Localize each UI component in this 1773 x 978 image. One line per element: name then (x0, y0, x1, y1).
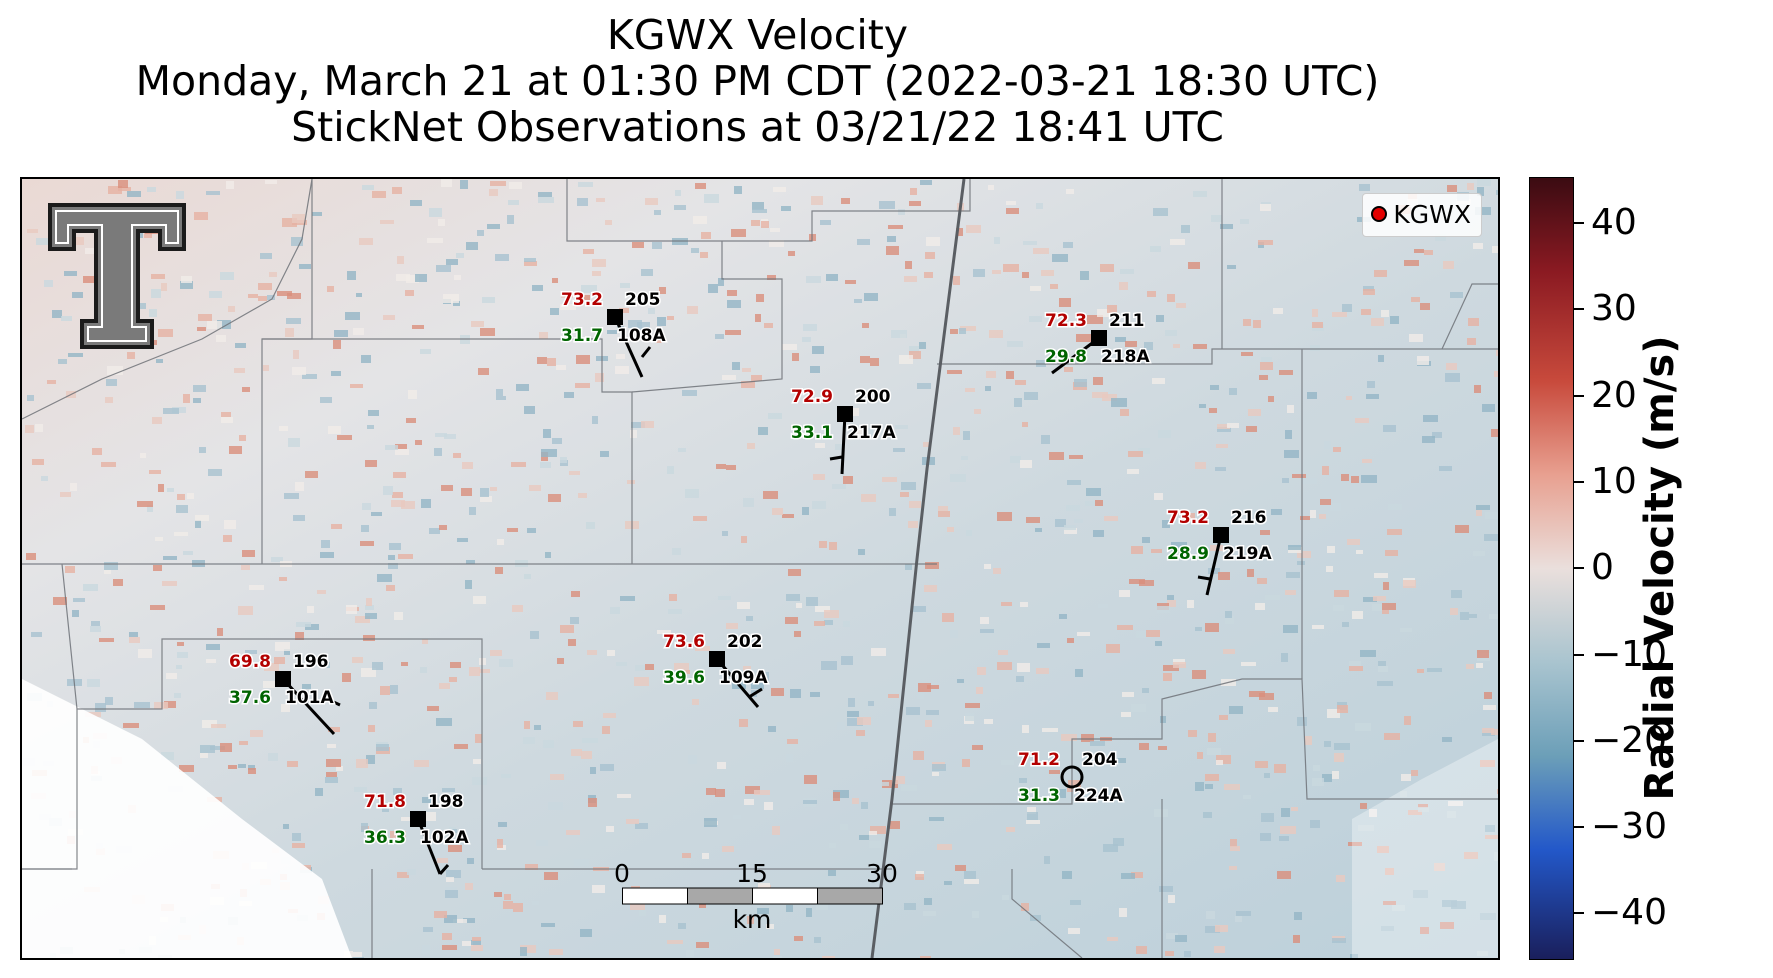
colorbar-tick-mark (1574, 826, 1584, 829)
station-marker[interactable] (607, 309, 623, 325)
station-probe-id: 218A (1101, 347, 1150, 367)
wind-barb (829, 413, 847, 475)
colorbar-title: Radial Velocity (m/s) (1637, 335, 1683, 801)
station-temperature: 73.6 (663, 632, 705, 652)
title-datetime: Monday, March 21 at 01:30 PM CDT (2022-0… (135, 57, 1380, 105)
station-temperature: 71.8 (364, 792, 406, 812)
no-data-region-edge (1352, 739, 1498, 958)
colorbar-tick-mark (1574, 912, 1584, 915)
map-legend: KGWX (1362, 193, 1482, 237)
scale-label-0: 0 (614, 859, 630, 888)
state-border (870, 179, 966, 958)
colorbar-tick-mark (1574, 222, 1584, 224)
colorbar-tick-label: −30 (1591, 806, 1667, 848)
station-temperature: 71.2 (1018, 750, 1060, 770)
colorbar-tick-label: 40 (1591, 202, 1637, 243)
colorbar-tick-label: −20 (1591, 719, 1667, 761)
station-temperature: 73.2 (1167, 508, 1209, 528)
colorbar-tick-label: −40 (1591, 892, 1667, 934)
colorbar-tick-label: 10 (1591, 460, 1637, 502)
station-id: 200 (855, 387, 891, 407)
station-id: 205 (625, 290, 661, 310)
colorbar-tick-label: 30 (1591, 288, 1637, 330)
station-probe-id: 109A (719, 668, 768, 688)
station-probe-id: 224A (1074, 786, 1123, 806)
station-dewpoint: 31.7 (561, 326, 603, 346)
scale-bar: 0 15 30 km (614, 859, 922, 939)
station-dewpoint: 33.1 (791, 423, 833, 443)
station-marker[interactable] (275, 671, 291, 687)
texas-tech-logo-icon (48, 203, 186, 349)
station-marker[interactable] (837, 406, 853, 422)
station-id: 216 (1231, 508, 1267, 528)
title-radar: KGWX Velocity (606, 11, 909, 59)
station-temperature: 73.2 (561, 290, 603, 310)
title-sticknet: StickNet Observations at 03/21/22 18:41 … (291, 103, 1224, 151)
station-dewpoint: 29.8 (1045, 347, 1087, 367)
station-dewpoint: 28.9 (1167, 544, 1209, 564)
station-layer: 73.2 205 31.7 108A 72.3 211 29.8 218A 72.9 200 33.… (228, 289, 1274, 875)
scale-label-15: 15 (736, 859, 768, 888)
station-temperature: 72.9 (791, 387, 833, 407)
colorbar-tick-mark (1574, 308, 1584, 311)
station-dewpoint: 37.6 (229, 688, 271, 708)
station-marker[interactable] (1213, 527, 1229, 543)
station-id: 204 (1082, 750, 1118, 770)
station-id: 198 (428, 792, 464, 812)
colorbar-tick-mark (1574, 480, 1584, 483)
colorbar-tick-mark (1574, 653, 1584, 656)
figure-title: KGWX Velocity Monday, March 21 at 01:30 … (0, 12, 1515, 150)
wind-barb (416, 818, 450, 875)
colorbar-tick-label: −10 (1591, 633, 1667, 675)
county-borders (22, 179, 1498, 958)
radar-map[interactable]: 73.2 205 31.7 108A 72.3 211 29.8 218A 72.9 200 33.… (20, 177, 1500, 960)
wind-barb (613, 316, 652, 378)
wind-barb (281, 677, 341, 736)
station-dewpoint: 39.6 (663, 668, 705, 688)
velocity-field (22, 179, 1498, 958)
colorbar-tick-label: 0 (1591, 547, 1614, 589)
calm-wind-marker[interactable] (1060, 765, 1084, 789)
station-probe-id: 102A (420, 828, 469, 848)
station-marker[interactable] (410, 811, 426, 827)
station-probe-id: 217A (847, 423, 896, 443)
radar-site-marker-icon (1371, 206, 1388, 222)
scale-unit: km (732, 905, 772, 934)
station-marker[interactable] (709, 651, 725, 667)
station-marker[interactable] (1091, 330, 1107, 346)
station-probe-id: 101A (285, 688, 334, 708)
station-id: 196 (293, 652, 329, 672)
station-dewpoint: 36.3 (364, 828, 406, 848)
colorbar-tick-label: 20 (1591, 374, 1637, 416)
colorbar-tick-mark (1574, 739, 1584, 742)
legend-label: KGWX (1393, 200, 1471, 229)
wind-barb (1197, 534, 1223, 596)
no-data-region (22, 679, 352, 958)
velocity-colorbar (1529, 177, 1574, 960)
station-probe-id: 108A (617, 326, 666, 346)
scale-label-30: 30 (866, 859, 898, 888)
colorbar-tick-mark (1574, 394, 1584, 397)
colorbar-tick-mark (1574, 567, 1584, 570)
station-id: 211 (1109, 311, 1145, 331)
station-dewpoint: 31.3 (1018, 786, 1060, 806)
station-temperature: 69.8 (229, 652, 271, 672)
station-probe-id: 219A (1223, 544, 1272, 564)
station-temperature: 72.3 (1045, 311, 1087, 331)
station-id: 202 (727, 632, 763, 652)
